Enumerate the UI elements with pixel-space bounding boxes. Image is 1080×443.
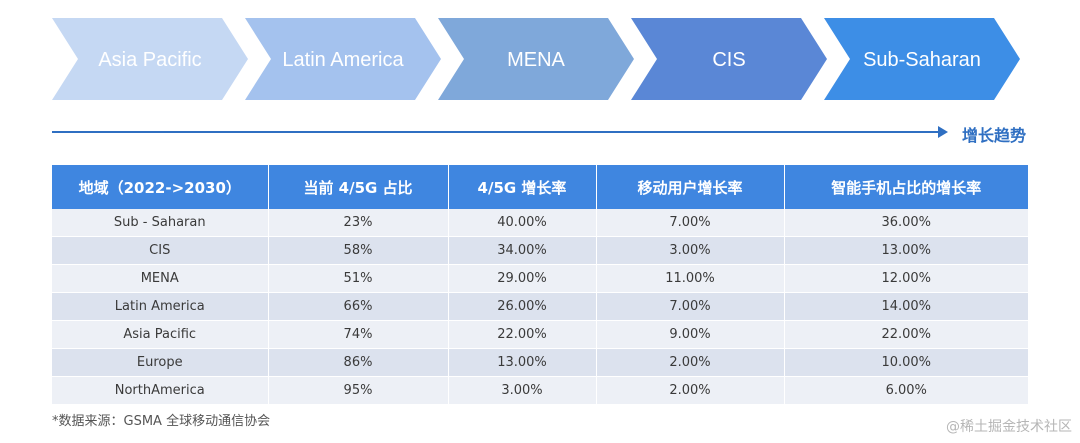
table-row: MENA 51% 29.00% 11.00% 12.00% — [52, 264, 1028, 293]
value-cell: 13.00% — [784, 236, 1028, 265]
value-cell: 66% — [268, 292, 449, 321]
trend-arrow-head — [938, 126, 948, 138]
value-cell: 58% — [268, 236, 449, 265]
value-cell: 22.00% — [784, 320, 1028, 349]
chevron-stage-1 — [52, 18, 248, 100]
region-cell: Europe — [52, 348, 269, 377]
value-cell: 23% — [268, 209, 449, 237]
chevron-label: Asia Pacific — [98, 49, 201, 71]
region-cell: Sub - Saharan — [52, 209, 269, 237]
value-cell: 14.00% — [784, 292, 1028, 321]
value-cell: 3.00% — [448, 376, 597, 405]
table-row: Europe 86% 13.00% 2.00% 10.00% — [52, 348, 1028, 377]
value-cell: 13.00% — [448, 348, 597, 377]
table-body: Sub - Saharan 23% 40.00% 7.00% 36.00% CIS 58% 3… — [52, 209, 1028, 405]
value-cell: 34.00% — [448, 236, 597, 265]
value-cell: 51% — [268, 264, 449, 293]
region-stats-table: 地域（2022->2030） 当前 4/5G 占比 4/5G 增长率 移动用户增长率智… — [52, 165, 1028, 405]
chevron-label: Latin America — [282, 49, 404, 71]
table-row: CIS 58% 34.00% 3.00% 13.00% — [52, 236, 1028, 265]
region-cell: NorthAmerica — [52, 376, 269, 405]
table-row: Asia Pacific 74% 22.00% 9.00% 22.00% — [52, 320, 1028, 349]
value-cell: 36.00% — [784, 209, 1028, 237]
chevron-stage-2 — [245, 18, 441, 100]
trend-label: 增长趋势 — [962, 126, 1027, 145]
column-header: 当前 4/5G 占比 — [268, 165, 449, 209]
value-cell: 86% — [268, 348, 449, 377]
value-cell: 3.00% — [596, 236, 785, 265]
table-row: NorthAmerica 95% 3.00% 2.00% 6.00% — [52, 376, 1028, 405]
value-cell: 11.00% — [596, 264, 785, 293]
region-cell: Latin America — [52, 292, 269, 321]
column-header: 移动用户增长率 — [596, 165, 785, 209]
value-cell: 10.00% — [784, 348, 1028, 377]
value-cell: 7.00% — [596, 292, 785, 321]
value-cell: 12.00% — [784, 264, 1028, 293]
chevron-label: CIS — [712, 49, 745, 71]
source-note: *数据来源：GSMA 全球移动通信协会 — [52, 414, 271, 429]
value-cell: 9.00% — [596, 320, 785, 349]
value-cell: 74% — [268, 320, 449, 349]
value-cell: 22.00% — [448, 320, 597, 349]
value-cell: 95% — [268, 376, 449, 405]
chevron-stage-5 — [824, 18, 1020, 100]
chevron-label: MENA — [507, 49, 565, 71]
region-cell: MENA — [52, 264, 269, 293]
column-header: 4/5G 增长率 — [448, 165, 597, 209]
region-flow-diagram: Asia Pacific Latin America MENA CIS Sub-Saha… — [52, 18, 1020, 100]
value-cell: 40.00% — [448, 209, 597, 237]
value-cell: 2.00% — [596, 348, 785, 377]
chevron-stage-3 — [438, 18, 634, 100]
chevron-stage-4 — [631, 18, 827, 100]
value-cell: 7.00% — [596, 209, 785, 237]
value-cell: 29.00% — [448, 264, 597, 293]
table-row: Latin America 66% 26.00% 7.00% 14.00% — [52, 292, 1028, 321]
trend-arrow-line — [52, 131, 940, 133]
value-cell: 2.00% — [596, 376, 785, 405]
column-header: 地域（2022->2030） — [52, 165, 269, 209]
chevron-label: Sub-Saharan — [863, 49, 981, 71]
watermark: @稀土掘金技术社区 — [946, 419, 1072, 435]
column-header: 智能手机占比的增长率 — [784, 165, 1028, 209]
table-header-row: 地域（2022->2030） 当前 4/5G 占比 4/5G 增长率 移动用户增长率智… — [52, 165, 1028, 209]
region-cell: Asia Pacific — [52, 320, 269, 349]
region-cell: CIS — [52, 236, 269, 265]
table-row: Sub - Saharan 23% 40.00% 7.00% 36.00% — [52, 209, 1028, 237]
value-cell: 6.00% — [784, 376, 1028, 405]
value-cell: 26.00% — [448, 292, 597, 321]
